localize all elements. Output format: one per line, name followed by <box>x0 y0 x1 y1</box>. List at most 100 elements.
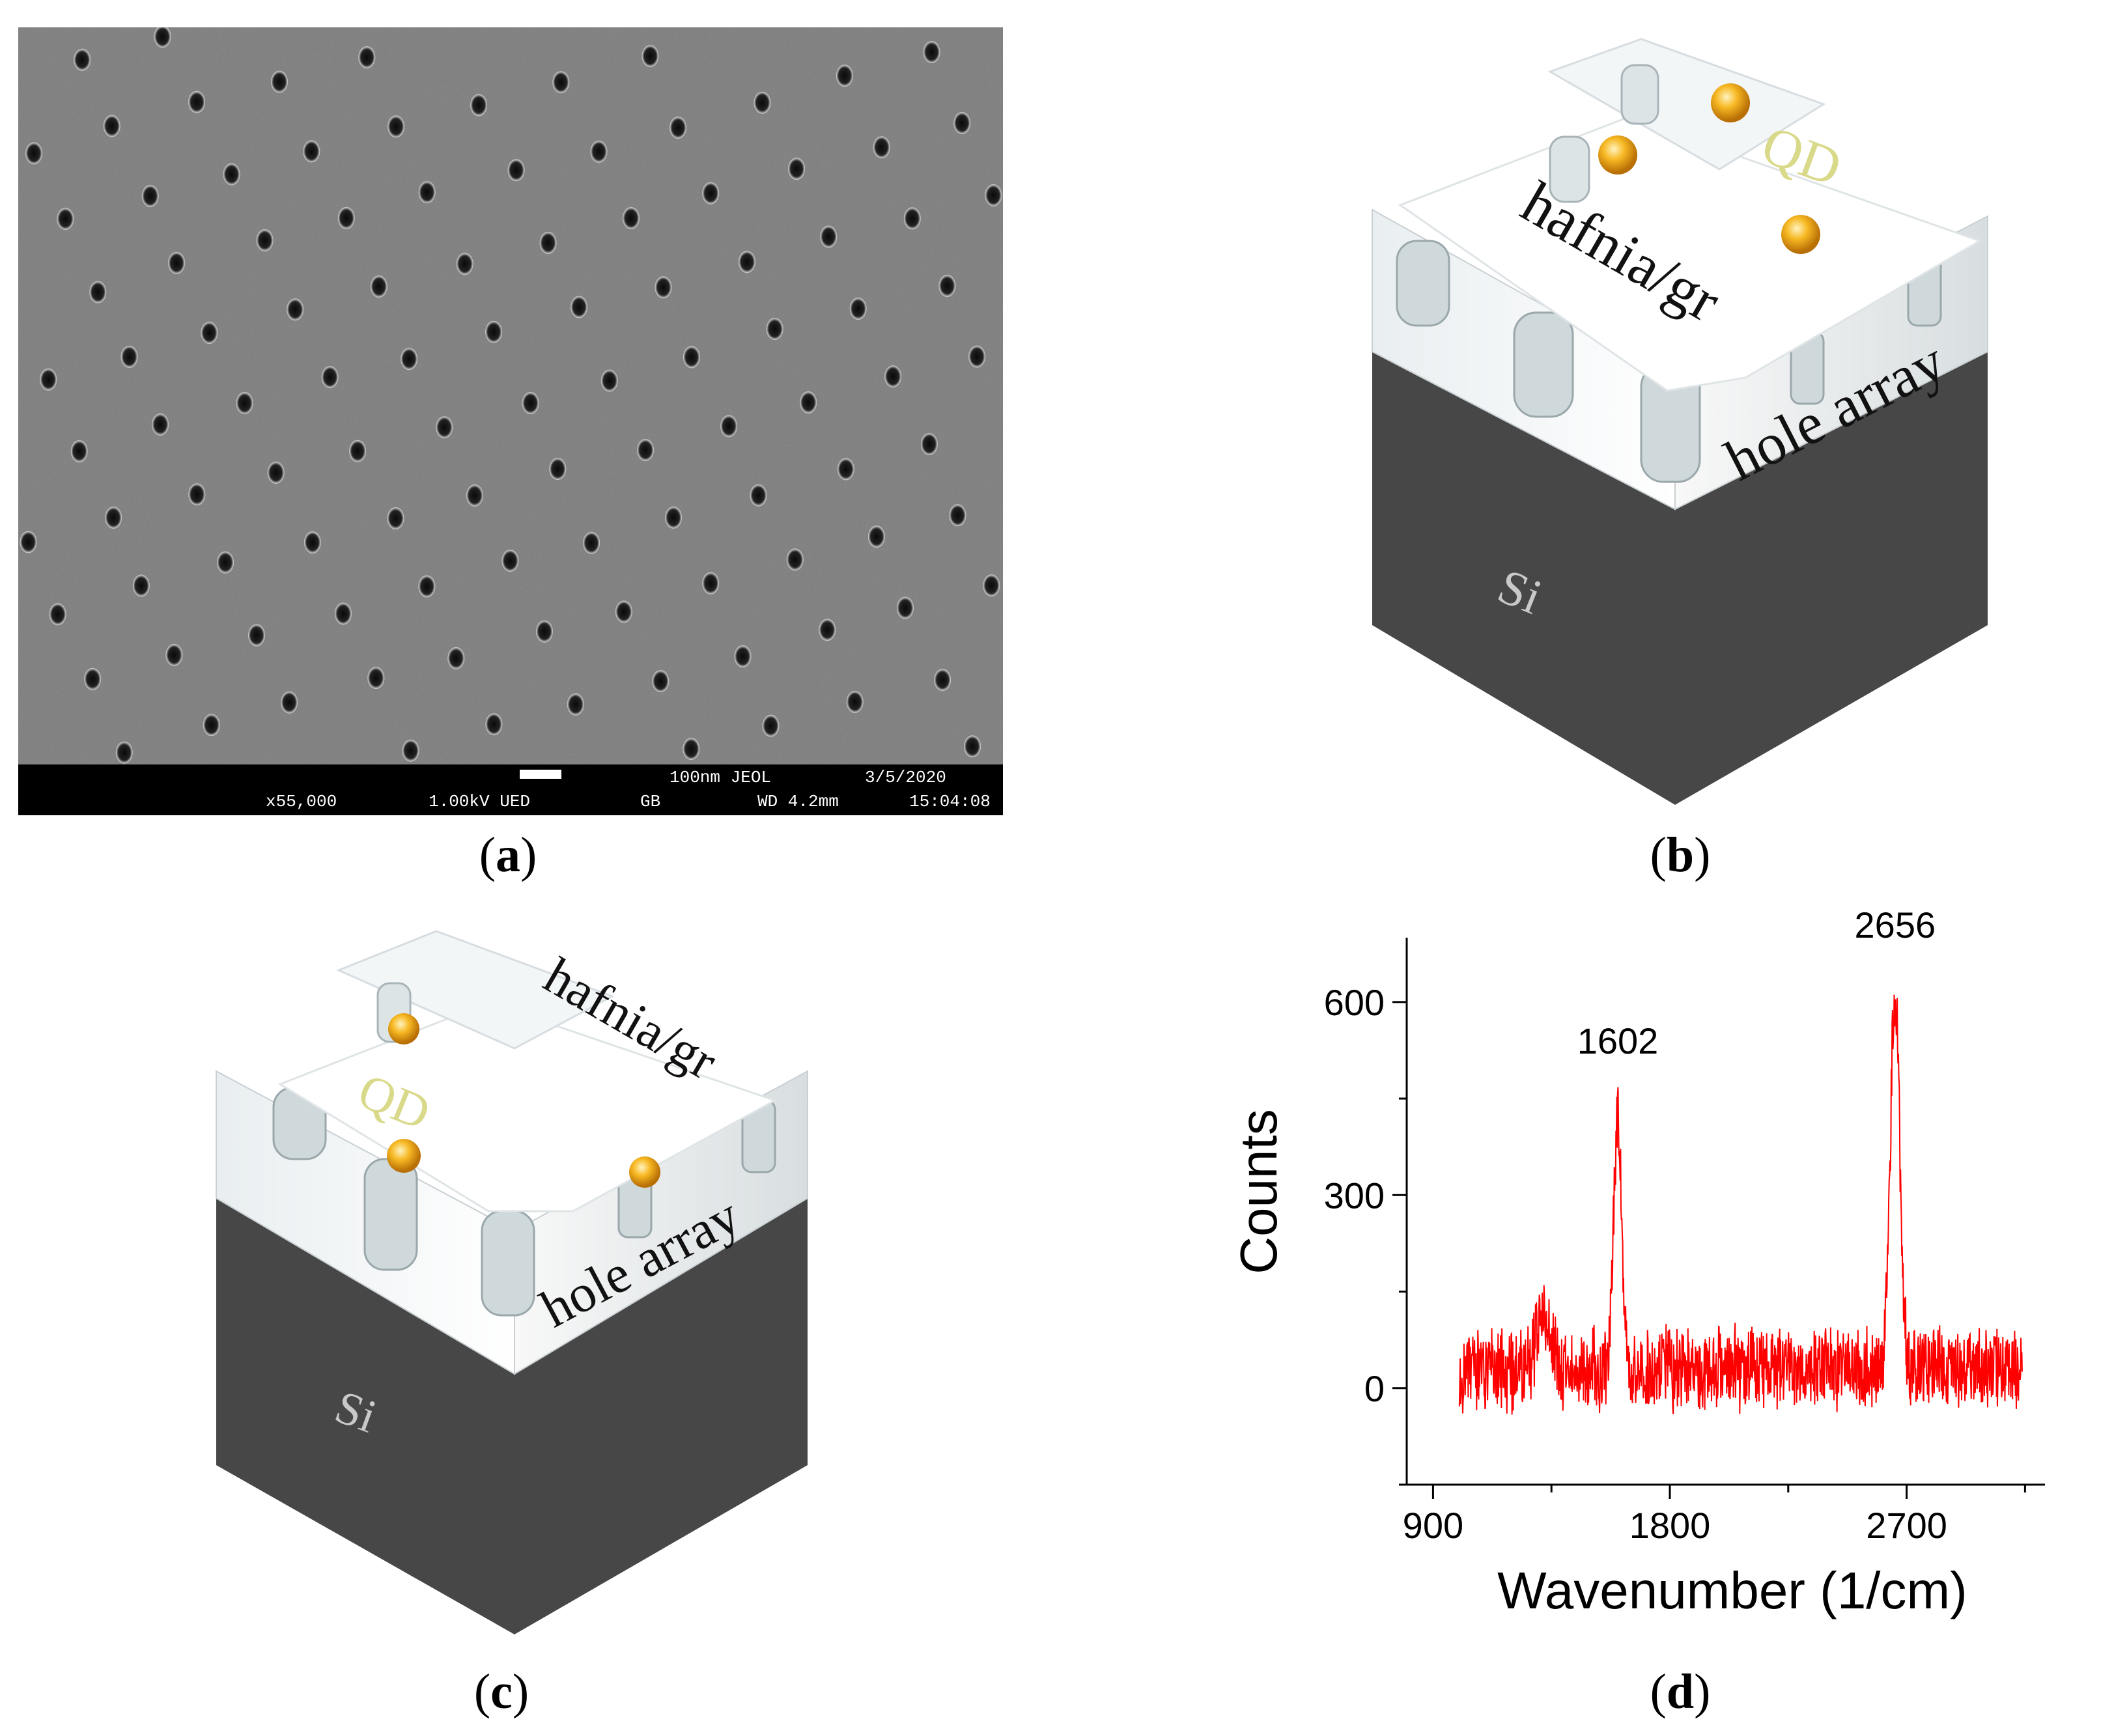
axis-ticks <box>1392 1001 2026 1499</box>
sem-hole-array <box>20 27 1002 764</box>
x-tick-label: 900 <box>1403 1505 1463 1546</box>
sem-hole <box>456 253 473 275</box>
sem-hole <box>985 184 1002 206</box>
sem-hole <box>466 484 483 507</box>
sem-hole <box>762 714 780 737</box>
y-tick-label: 0 <box>1364 1368 1385 1409</box>
sem-magnification: x55,000 <box>266 792 337 811</box>
sem-hole <box>590 140 608 163</box>
sem-hole <box>248 624 265 647</box>
quantum-dot <box>388 1013 419 1044</box>
sem-hole <box>600 369 618 392</box>
sem-working-distance: WD 4.2mm <box>757 792 839 811</box>
sem-hole <box>132 574 150 597</box>
sem-hole <box>739 251 755 273</box>
sem-hole <box>615 600 632 623</box>
sem-date: 3/5/2020 <box>865 768 946 787</box>
sem-hole <box>655 276 672 299</box>
sem-hole <box>418 575 436 598</box>
sem-hole <box>485 320 503 343</box>
sem-hole <box>968 345 986 368</box>
sem-hole <box>964 735 981 758</box>
sem-hole <box>549 458 567 481</box>
sem-hole <box>734 645 752 667</box>
sem-hole <box>884 365 902 388</box>
upper-glass-block <box>1547 38 1826 171</box>
si-substrate <box>1372 352 1988 805</box>
sem-hole <box>436 416 453 439</box>
sem-hole <box>897 596 914 619</box>
panel-label-b: (b) <box>1650 828 1711 882</box>
sem-hole <box>287 298 304 321</box>
sem-hole <box>583 531 600 554</box>
sem-image-panel: 100nm JEOL 3/5/2020 x55,000 1.00kV UED G… <box>18 27 1003 815</box>
sem-hole <box>637 439 655 462</box>
sem-hole <box>367 667 385 690</box>
sem-hole <box>766 318 783 341</box>
sem-hole <box>641 45 659 68</box>
sem-hole <box>25 142 43 165</box>
sem-hole <box>217 551 234 574</box>
sem-hole <box>387 507 404 529</box>
sem-hole <box>786 548 804 571</box>
sem-hole <box>923 41 940 63</box>
sem-hole <box>40 368 57 391</box>
sem-hole <box>938 275 956 297</box>
sem-scale-label: 100nm JEOL <box>669 768 771 787</box>
x-tick-label: 1800 <box>1629 1505 1711 1546</box>
hole-cutouts-c <box>272 1086 776 1317</box>
sem-hole <box>536 620 553 643</box>
sem-hole <box>370 275 388 298</box>
sem-hole <box>105 506 122 529</box>
sem-hole <box>70 440 88 462</box>
sem-hole <box>873 136 890 159</box>
sem-hole <box>401 348 418 371</box>
sem-hole <box>57 208 74 231</box>
sem-hole <box>867 525 885 548</box>
sem-hole <box>358 46 376 68</box>
sem-hole <box>188 91 206 113</box>
sem-hole <box>920 433 938 455</box>
sem-hole <box>788 158 806 180</box>
sem-hole <box>750 484 767 507</box>
sem-hole <box>800 391 817 413</box>
sem-micrograph-background <box>18 27 1003 764</box>
sem-hole <box>388 115 405 138</box>
sem-hole <box>934 669 951 692</box>
sem-hole <box>903 207 921 230</box>
sem-hole <box>702 572 720 595</box>
sem-hole <box>669 117 687 139</box>
sem-hole <box>303 531 321 553</box>
sem-hole <box>552 71 570 94</box>
quantum-dot <box>387 1139 421 1173</box>
sem-hole <box>402 739 419 762</box>
upper-glass-block <box>336 930 615 1050</box>
sem-detector: GB <box>640 792 660 811</box>
panel-label-d: (d) <box>1650 1664 1711 1719</box>
sem-voltage: 1.00kV UED <box>429 792 530 811</box>
sem-scale-bar <box>520 770 561 779</box>
sem-hole <box>837 458 854 481</box>
sem-hole <box>819 619 836 641</box>
sem-hole <box>571 296 588 318</box>
quantum-dot <box>1781 215 1820 254</box>
sem-hole <box>522 392 539 414</box>
sem-hole <box>447 647 465 669</box>
raman-spectrum-chart: 900 1800 2700 0 300 600 1602 2656 Wavenu… <box>1230 904 2045 1619</box>
sem-hole <box>702 182 720 204</box>
sem-hole <box>84 667 102 690</box>
spectrum-series <box>1458 994 2023 1415</box>
sem-hole <box>74 48 91 71</box>
peak-annotation: 1602 <box>1577 1020 1659 1061</box>
sem-hole <box>201 322 218 344</box>
sem-hole <box>846 690 864 713</box>
sem-hole <box>623 207 640 229</box>
sem-hole <box>683 346 700 369</box>
sem-hole <box>203 714 220 736</box>
sem-hole <box>418 181 436 204</box>
sem-hole <box>849 298 867 320</box>
sem-hole <box>256 229 274 251</box>
schematic-b: QD hafnia/gr hole array Si <box>1372 38 1988 805</box>
sem-hole <box>485 713 503 736</box>
hafnia-graphene-film <box>1398 116 1982 392</box>
